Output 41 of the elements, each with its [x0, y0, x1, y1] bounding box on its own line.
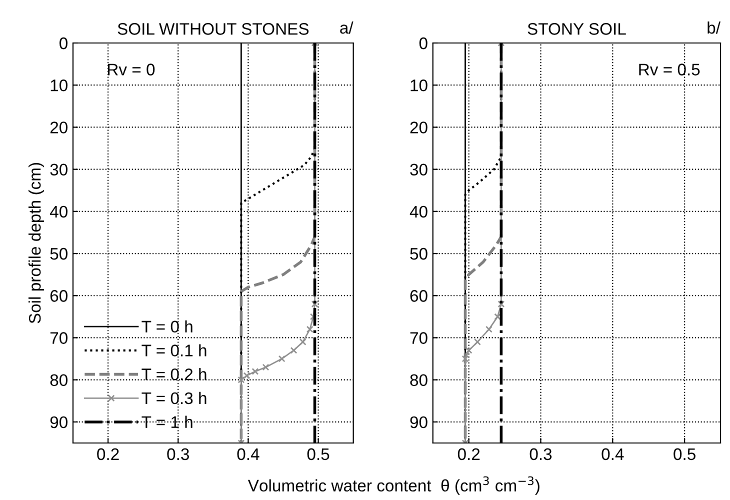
x-tick-label: 0.5 [674, 448, 696, 460]
y-tick-label: 30 [410, 164, 428, 176]
y-tick-label: 40 [50, 206, 68, 218]
y-tick-label: 20 [410, 122, 428, 134]
x-tick-label: 0.4 [602, 448, 624, 460]
x-axis-title: Volumetric water content θ (cm$^{3}$ cm$^{−3}$) [248, 476, 540, 495]
y-tick-label: 80 [410, 374, 428, 386]
x-tick-label: 0.3 [530, 448, 552, 460]
chart-title: STONY SOIL [528, 23, 626, 35]
x-tick-label: 0.2 [97, 448, 119, 460]
y-tick-label: 10 [50, 80, 68, 92]
y-tick-label: 90 [410, 416, 428, 428]
y-tick-label: 20 [50, 122, 68, 134]
y-tick-label: 50 [410, 248, 428, 260]
y-tick-label: 10 [410, 80, 428, 92]
y-axis-title: Soil profile depth (cm) [28, 162, 44, 324]
y-tick-label: 0 [60, 37, 68, 50]
x-tick-label: 0.3 [167, 448, 189, 460]
y-tick-label: 60 [50, 290, 68, 302]
text: a/ [340, 21, 354, 34]
y-tick-label: 60 [410, 290, 428, 302]
y-tick-label: 30 [50, 164, 68, 176]
x-tick-label: 0.4 [237, 448, 260, 460]
text: b/ [708, 21, 721, 34]
legend-label: T = 0.1 h [142, 344, 206, 356]
legend-label: T = 1 h [142, 416, 192, 428]
y-tick-label: 80 [50, 374, 68, 386]
y-tick-label: 90 [50, 416, 68, 428]
y-tick-label: 70 [50, 332, 68, 344]
x-tick-label: 0.5 [307, 448, 330, 460]
y-tick-label: 70 [410, 332, 428, 344]
legend-label: T = 0.3 h [142, 392, 206, 404]
legend-label: T = 0.2 h [142, 368, 206, 380]
chart-title: SOIL WITHOUT STONES [118, 23, 309, 35]
y-tick-label: 40 [410, 206, 428, 218]
x-tick-label: 0.2 [458, 448, 480, 460]
annotation: Rv = 0 [108, 64, 155, 76]
legend-label: T = 0 h [142, 320, 192, 333]
annotation: Rv = 0.5 [639, 64, 700, 76]
y-tick-label: 50 [50, 248, 68, 260]
y-tick-label: 0 [419, 37, 428, 50]
